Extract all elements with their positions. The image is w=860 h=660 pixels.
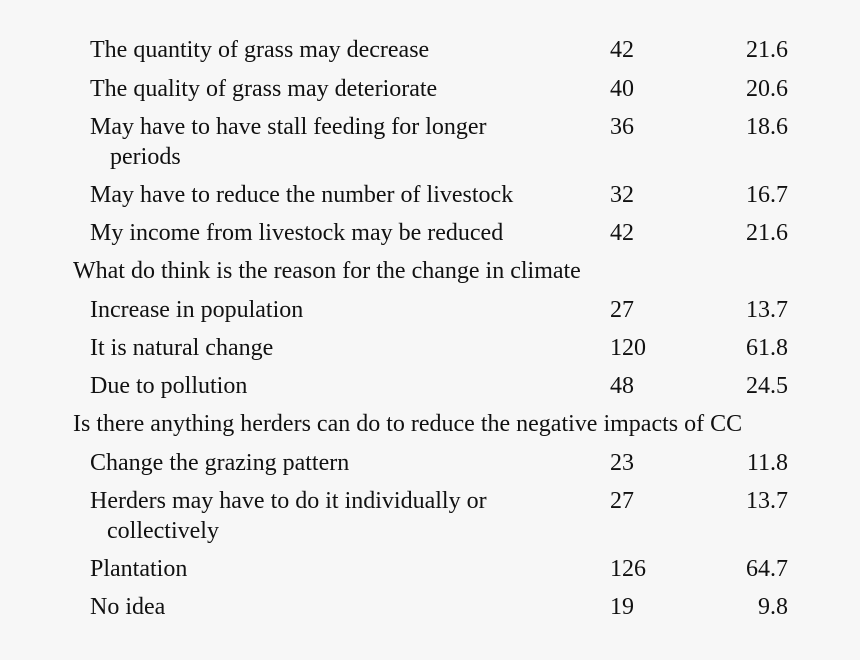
row-percent: 13.7: [746, 488, 788, 514]
row-label: May have to have stall feeding for longe…: [90, 114, 487, 140]
section-heading-label: Is there anything herders can do to redu…: [73, 411, 743, 437]
row-label: Plantation: [90, 556, 188, 582]
row-percent: 64.7: [746, 556, 788, 582]
row-label-continuation: collectively: [107, 518, 219, 544]
row-count: 42: [610, 37, 634, 63]
row-count: 19: [610, 594, 634, 620]
row-count: 120: [610, 335, 646, 361]
row-label: Change the grazing pattern: [90, 450, 350, 476]
row-label-wrapped: Herders may have to do it individually o…: [90, 486, 560, 546]
row-percent: 20.6: [746, 76, 788, 102]
row-count: 48: [610, 373, 634, 399]
row-count: 27: [610, 297, 634, 323]
row-count: 40: [610, 76, 634, 102]
row-percent: 9.8: [758, 594, 788, 620]
row-percent: 13.7: [746, 297, 788, 323]
row-percent: 18.6: [746, 114, 788, 140]
row-count: 42: [610, 220, 634, 246]
row-percent: 61.8: [746, 335, 788, 361]
row-count: 32: [610, 182, 634, 208]
row-count: 23: [610, 450, 634, 476]
row-count: 36: [610, 114, 634, 140]
row-percent: 16.7: [746, 182, 788, 208]
row-label: Due to pollution: [90, 373, 248, 399]
row-percent: 11.8: [746, 450, 788, 476]
row-label-wrapped: May have to have stall feeding for longe…: [90, 112, 560, 172]
row-label: Herders may have to do it individually o…: [90, 488, 487, 514]
row-label: Increase in population: [90, 297, 304, 323]
row-percent: 21.6: [746, 37, 788, 63]
row-label: The quantity of grass may decrease: [90, 37, 430, 63]
row-percent: 24.5: [746, 373, 788, 399]
row-percent: 21.6: [746, 220, 788, 246]
row-count: 126: [610, 556, 646, 582]
row-label: No idea: [90, 594, 166, 620]
row-count: 27: [610, 488, 634, 514]
row-label-continuation: periods: [110, 144, 181, 170]
section-heading-label: What do think is the reason for the chan…: [73, 258, 581, 284]
row-label: The quality of grass may deteriorate: [90, 76, 438, 102]
row-label: It is natural change: [90, 335, 274, 361]
row-label: May have to reduce the number of livesto…: [90, 182, 514, 208]
row-label: My income from livestock may be reduced: [90, 220, 504, 246]
